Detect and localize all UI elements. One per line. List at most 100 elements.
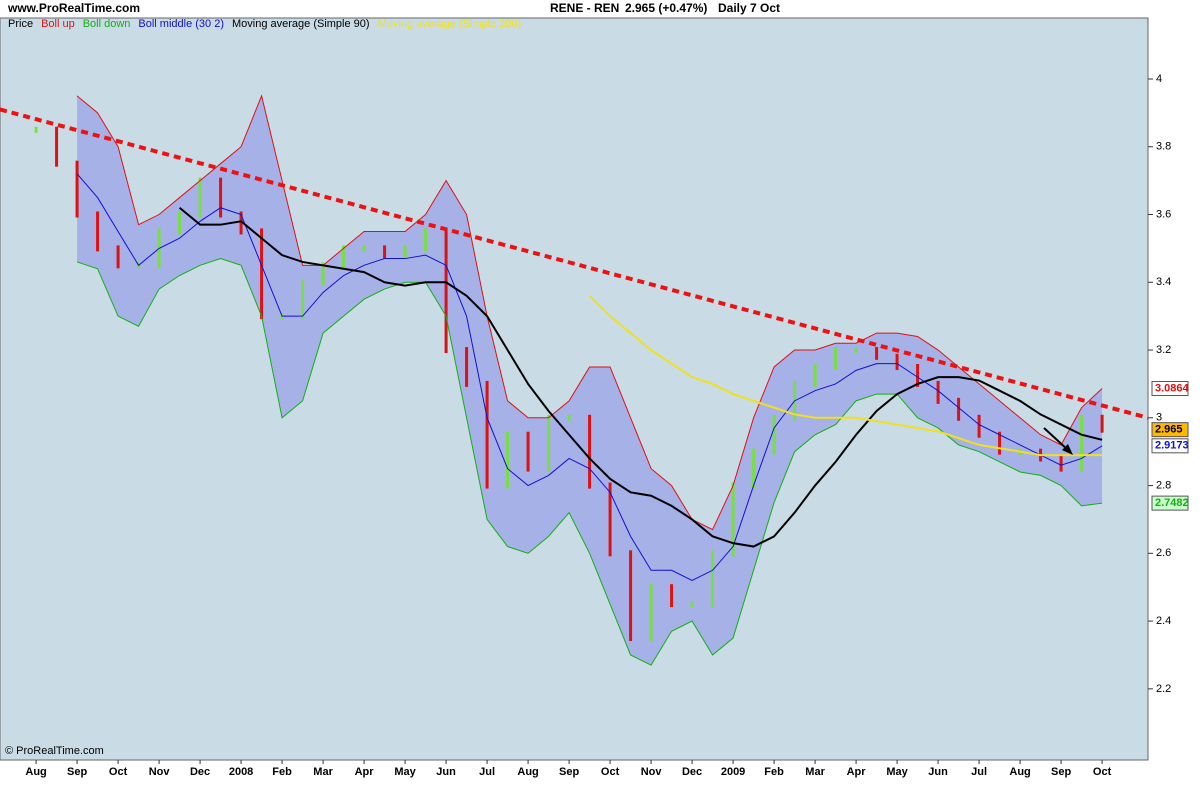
last-value-label: 3.0864 [1155,382,1190,394]
last-value-label: 2.965 [1155,424,1183,436]
y-tick-label: 2.8 [1156,479,1171,491]
series-line [588,295,1103,457]
price-bar [711,550,715,608]
price-bar [485,380,489,489]
x-tick-label: Sep [67,766,87,778]
price-bar [629,550,633,642]
price-bar [96,211,100,252]
series-line [76,258,1103,666]
price-bar [547,414,551,472]
site: www.ProRealTime.com [7,1,140,15]
x-tick-label: Jul [479,766,495,778]
price-bar [383,245,387,259]
x-tick-label: Sep [1051,766,1071,778]
price-bar [1100,414,1104,433]
y-tick-label: 3 [1156,412,1162,424]
price-bar [444,228,448,354]
price-bar [772,414,776,455]
legend-entry: Moving average (Simple 200) [378,18,522,30]
x-tick-label: Nov [149,766,171,778]
price-bar [977,414,981,438]
price-bar [219,177,223,218]
price-bar [526,431,530,472]
last-value-box [1151,438,1189,454]
x-tick-label: Aug [25,766,46,778]
plot-layer [0,94,1149,666]
price-bar [608,482,612,557]
price-bar [875,347,879,360]
price-bar [198,177,202,218]
instrument: RENE - REN [550,1,619,15]
price-bar [752,448,756,489]
price-bar [1080,414,1084,472]
x-tick-label: Jun [928,766,948,778]
trendline [0,107,1149,420]
price-bar [957,397,961,421]
price-bar [239,211,243,235]
x-tick-label: Nov [641,766,663,778]
price-bar [342,245,346,269]
price-bar [567,414,571,421]
price-bar [649,584,653,642]
price-bar [1059,455,1063,472]
x-tick-label: May [394,766,416,778]
price-bar [34,126,38,133]
series-line [76,173,1103,581]
price-bar [670,584,674,608]
x-tick-label: Jul [971,766,987,778]
x-tick-label: Dec [682,766,702,778]
last-value-box [1151,495,1189,511]
x-tick-label: Feb [272,766,292,778]
y-tick-label: 3.6 [1156,208,1171,220]
price-bar [116,245,120,269]
price-bar [321,262,325,286]
series-line [76,94,1103,531]
x-tick-label: Sep [559,766,579,778]
y-tick-label: 2.2 [1156,683,1171,695]
price-bar [916,363,920,387]
legend-entry: Moving average (Simple 90) [232,18,370,30]
price-bar [506,431,510,489]
y-tick-label: 2.6 [1156,547,1171,559]
x-tick-label: Apr [355,766,375,778]
period: Daily 7 Oct [718,1,780,15]
series-line [178,206,1103,548]
price-bar [854,347,858,354]
x-tick-label: 2008 [229,766,253,778]
last-value-box [1151,381,1189,397]
x-tick-label: Aug [517,766,538,778]
legend-entry: Boll down [83,18,131,30]
x-tick-label: Mar [313,766,333,778]
x-tick-label: 2009 [721,766,745,778]
bollinger-band [77,95,1103,666]
y-tick-label: 4 [1156,73,1162,85]
last-value-label: 2.7482 [1155,497,1189,509]
x-tick-label: May [886,766,908,778]
price-bar [588,414,592,489]
last-value-label: 2.9173 [1155,440,1189,452]
y-tick-label: 2.4 [1156,615,1171,627]
footer: © ProRealTime.com [5,745,104,757]
last-value-box [1151,422,1189,438]
price-bar [690,601,694,608]
y-tick-label: 3.8 [1156,141,1171,153]
x-tick-label: Jun [436,766,456,778]
x-tick-label: Oct [601,766,620,778]
price-bar [834,347,838,370]
price-bar [424,228,428,252]
price-bar [260,228,264,320]
arrow-head [1062,444,1073,455]
x-tick-label: Oct [1093,766,1112,778]
price-bar [362,245,366,252]
price-bar [75,160,79,218]
legend-entry: Boll middle (30 2) [138,18,224,30]
x-tick-label: Aug [1009,766,1030,778]
price-bar [403,245,407,259]
arrow-line [1043,427,1069,451]
price-bar [895,353,899,370]
price-bar [813,363,817,387]
legend-entry: Price [8,18,33,30]
x-tick-label: Dec [190,766,210,778]
x-tick-label: Apr [847,766,867,778]
